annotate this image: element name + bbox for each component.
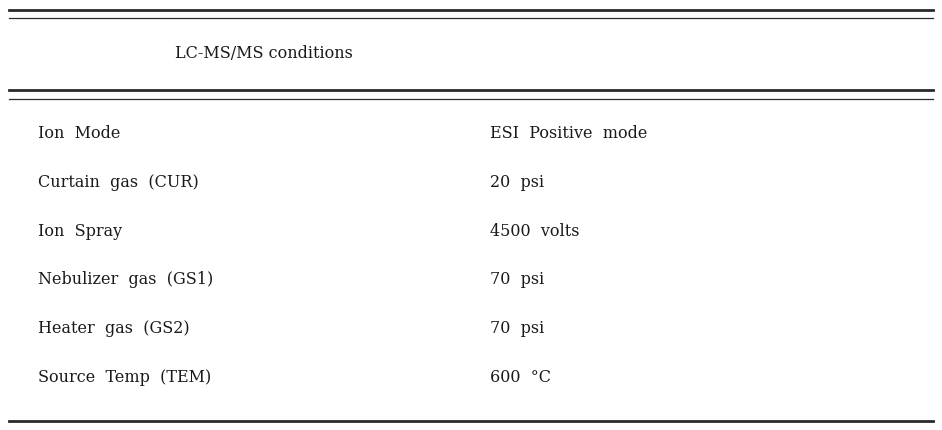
Text: Ion  Mode: Ion Mode: [38, 125, 120, 142]
Text: 70  psi: 70 psi: [490, 270, 544, 288]
Text: Nebulizer  gas  (GS1): Nebulizer gas (GS1): [38, 270, 213, 288]
Text: ESI  Positive  mode: ESI Positive mode: [490, 125, 647, 142]
Text: Heater  gas  (GS2): Heater gas (GS2): [38, 319, 189, 336]
Text: Source  Temp  (TEM): Source Temp (TEM): [38, 368, 211, 385]
Text: 600  °C: 600 °C: [490, 368, 551, 385]
Text: 4500  volts: 4500 volts: [490, 222, 579, 239]
Text: Curtain  gas  (CUR): Curtain gas (CUR): [38, 173, 199, 190]
Text: Ion  Spray: Ion Spray: [38, 222, 122, 239]
Text: 20  psi: 20 psi: [490, 173, 544, 190]
Text: LC-MS/MS conditions: LC-MS/MS conditions: [175, 45, 352, 62]
Text: 70  psi: 70 psi: [490, 319, 544, 336]
